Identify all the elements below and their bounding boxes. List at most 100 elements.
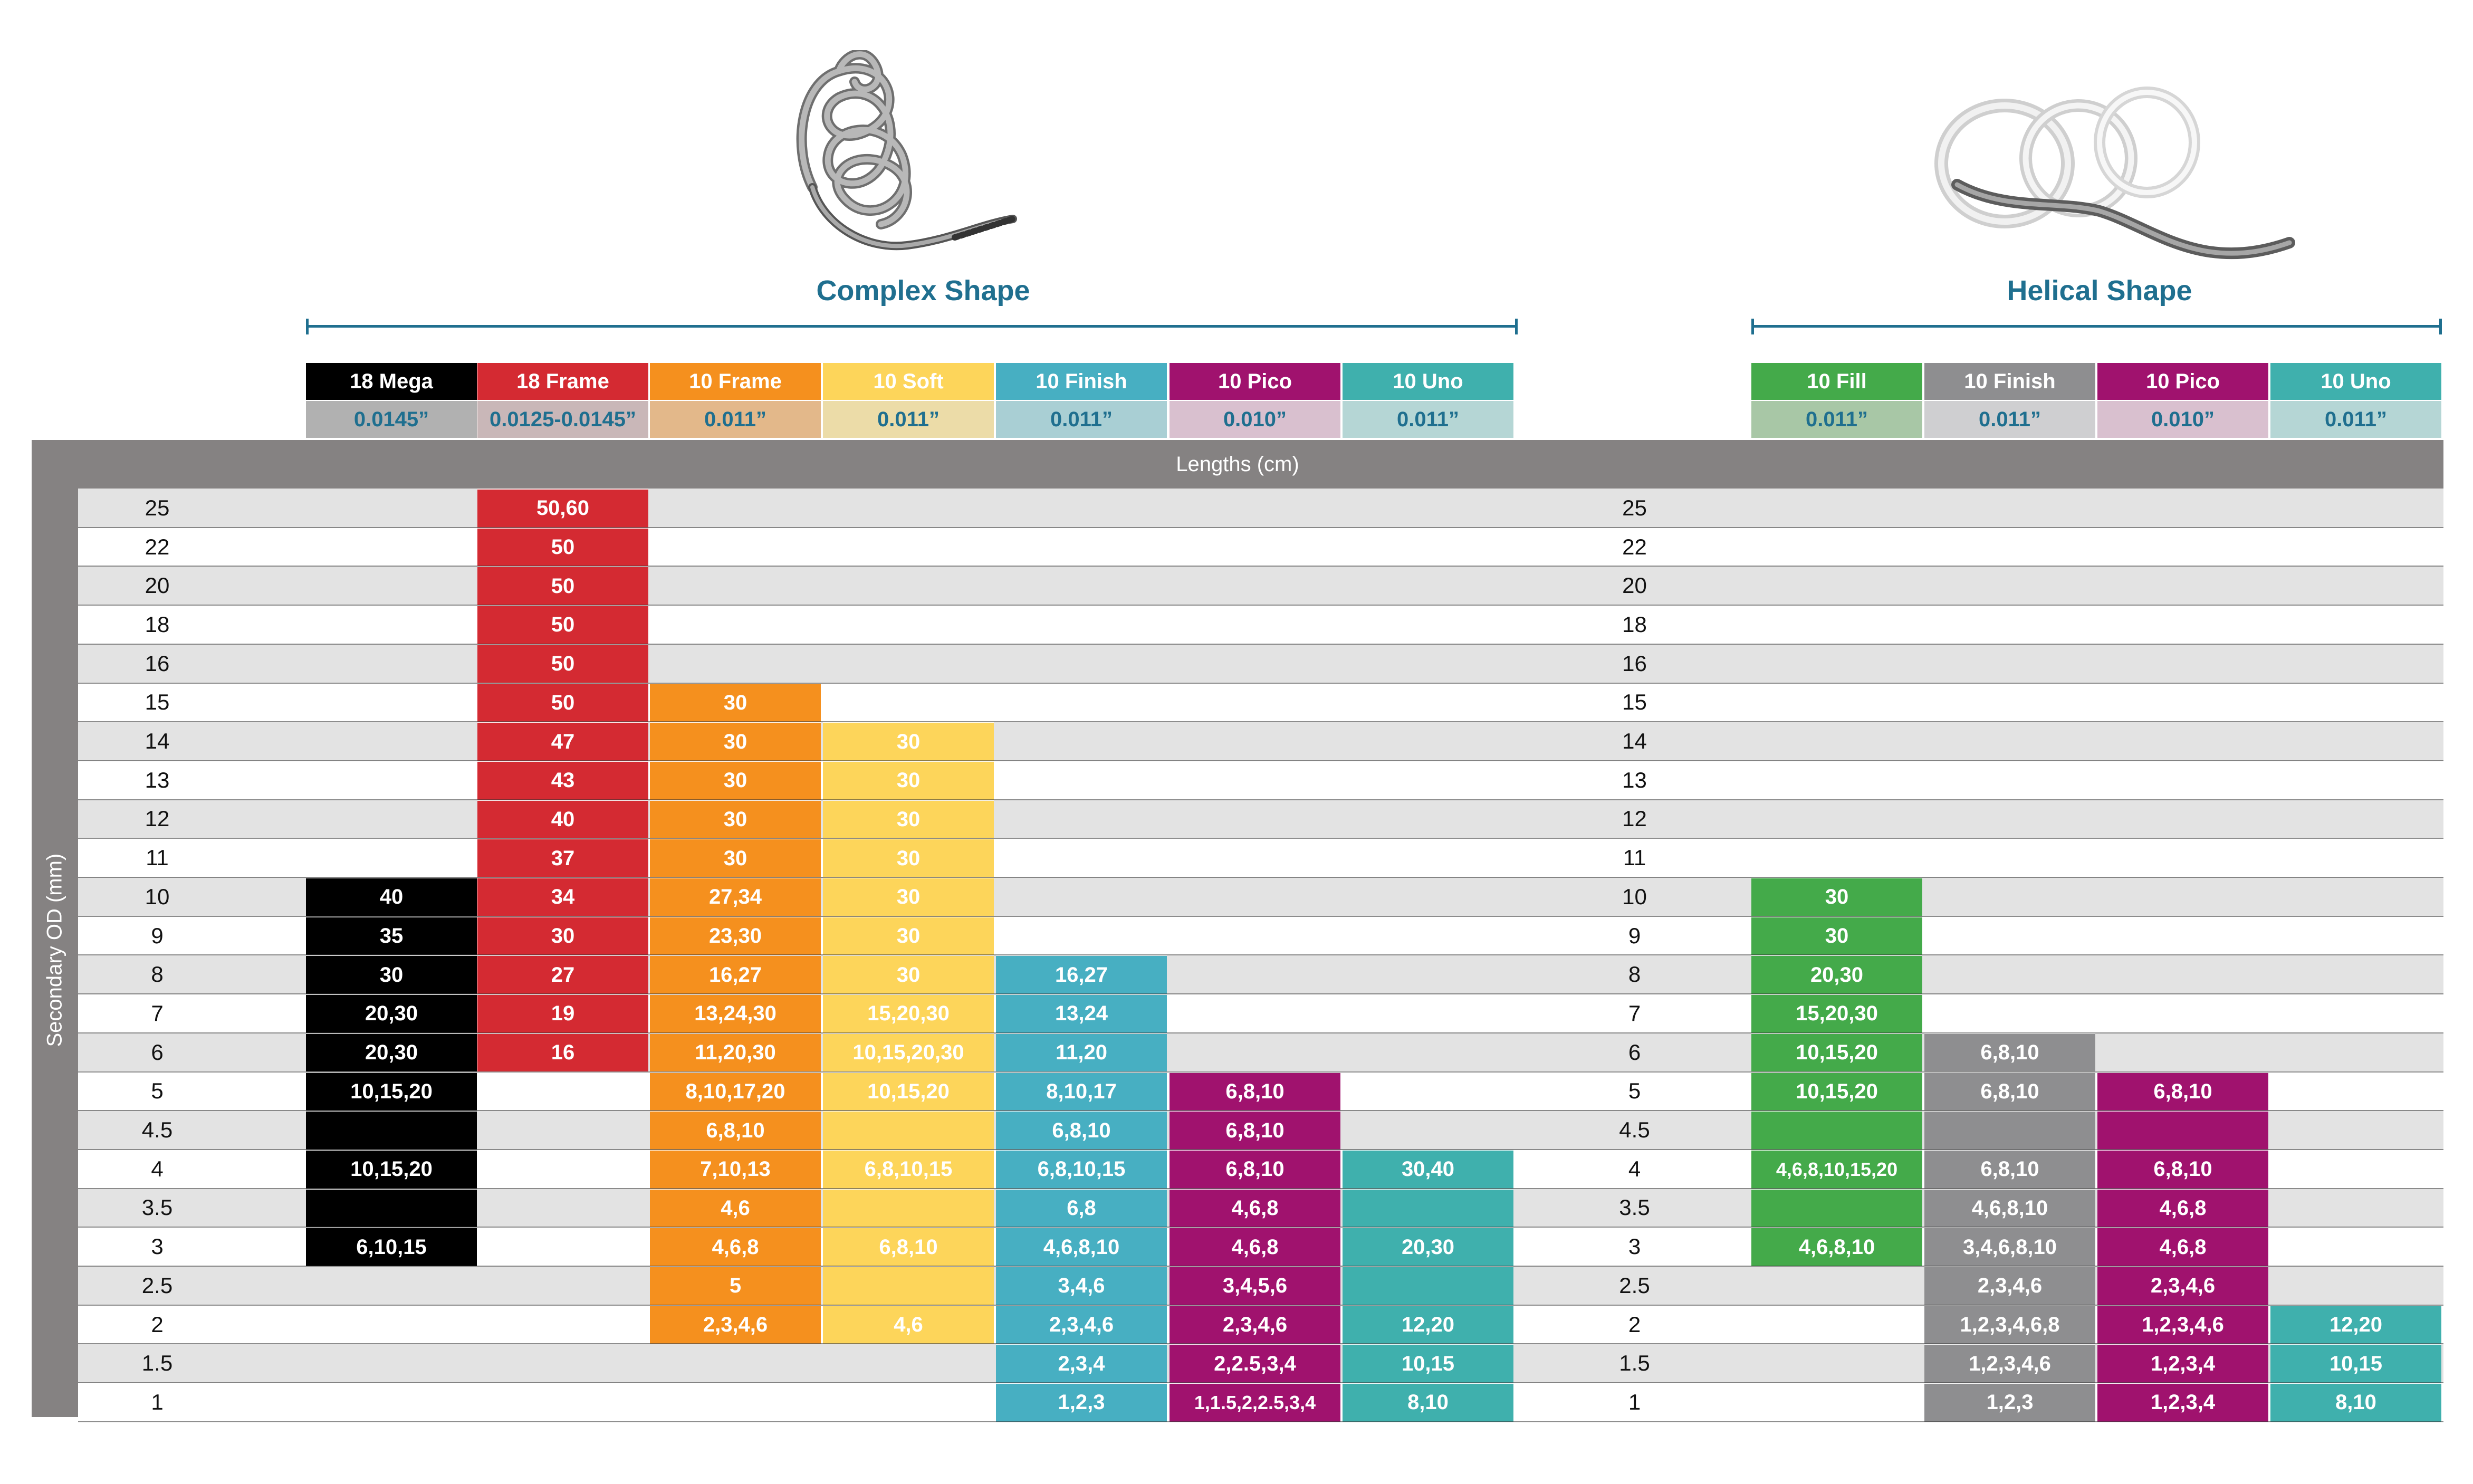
- length-cell: 43: [477, 760, 648, 800]
- length-cell: 6,8,10: [1924, 1032, 2095, 1072]
- length-cell: [823, 1266, 994, 1305]
- length-cell: 15,20,30: [823, 994, 994, 1033]
- product-size-10-finish: 0.011”: [996, 401, 1167, 438]
- row-separator: [78, 1421, 2443, 1422]
- od-label-complex: 14: [145, 729, 170, 754]
- row-separator: [78, 721, 2443, 723]
- length-cell: 12,20: [1343, 1305, 1513, 1344]
- length-cell: 19: [477, 994, 648, 1033]
- od-label-complex: 20: [145, 573, 170, 598]
- length-cell: 37: [477, 838, 648, 877]
- od-label-helical: 7: [1628, 1000, 1641, 1026]
- od-label-complex: 4: [151, 1156, 164, 1181]
- product-size-18-frame: 0.0125-0.0145”: [477, 401, 648, 438]
- row-separator: [78, 1343, 2443, 1345]
- bracket-complex-right: [1515, 319, 1518, 334]
- length-cell: 10,15,20: [1751, 1071, 1922, 1111]
- length-cell: 1,2,3,4,6: [2097, 1305, 2268, 1344]
- length-cell: 30: [823, 799, 994, 839]
- od-label-helical: 3: [1628, 1234, 1641, 1259]
- row-separator: [78, 877, 2443, 878]
- row-separator: [78, 682, 2443, 684]
- od-label-helical: 2.5: [1619, 1272, 1650, 1298]
- length-cell: 6,8,10: [2097, 1149, 2268, 1189]
- row-band: [78, 799, 2443, 839]
- length-cell: 6,8,10,15: [823, 1149, 994, 1189]
- length-cell: 3,4,6,8,10: [1924, 1227, 2095, 1266]
- od-label-complex: 16: [145, 650, 170, 676]
- product-size-10-fill: 0.011”: [1751, 401, 1922, 438]
- length-cell: 16,27: [650, 955, 821, 994]
- length-cell: 30: [650, 799, 821, 839]
- od-label-complex: 2.5: [141, 1272, 173, 1298]
- length-cell: 30: [823, 955, 994, 994]
- length-cell: 30: [650, 722, 821, 761]
- product-name-10-pico: 10 Pico: [2097, 363, 2268, 400]
- od-label-helical: 25: [1622, 495, 1647, 520]
- complex-coil-illustration: [796, 50, 1017, 251]
- od-label-helical: 3.5: [1619, 1195, 1650, 1220]
- length-cell: 2,3,4,6: [1924, 1266, 2095, 1305]
- od-label-helical: 16: [1622, 650, 1647, 676]
- row-separator: [78, 1110, 2443, 1112]
- od-label-complex: 1: [151, 1389, 164, 1414]
- length-cell: 4,6,8: [2097, 1188, 2268, 1228]
- length-cell: [306, 1110, 477, 1150]
- bracket-complex: [306, 325, 1518, 328]
- od-label-complex: 6: [151, 1039, 164, 1065]
- length-cell: 4,6,8: [650, 1227, 821, 1266]
- length-cell: 30: [823, 760, 994, 800]
- product-size-10-uno: 0.011”: [1343, 401, 1513, 438]
- length-cell: 20,30: [1343, 1227, 1513, 1266]
- od-label-helical: 9: [1628, 923, 1641, 948]
- length-cell: 2,3,4: [996, 1344, 1167, 1383]
- length-cell: 47: [477, 722, 648, 761]
- od-label-complex: 8: [151, 962, 164, 987]
- row-separator: [78, 1266, 2443, 1267]
- length-cell: 8,10: [1343, 1383, 1513, 1422]
- length-cell: 30: [1751, 877, 1922, 916]
- length-cell: 4,6,8,10: [996, 1227, 1167, 1266]
- helical-coil-illustration: [1934, 87, 2295, 260]
- row-separator: [78, 1304, 2443, 1306]
- length-cell: 50,60: [477, 489, 648, 528]
- length-cell: 6,8,10: [2097, 1071, 2268, 1111]
- product-name-10-finish: 10 Finish: [996, 363, 1167, 400]
- length-cell: 23,30: [650, 916, 821, 955]
- length-cell: 4,6: [650, 1188, 821, 1228]
- od-label-complex: 2: [151, 1311, 164, 1337]
- length-cell: 3,4,5,6: [1170, 1266, 1340, 1305]
- length-cell: 27,34: [650, 877, 821, 916]
- od-label-complex: 10: [145, 884, 170, 909]
- row-separator: [78, 799, 2443, 800]
- length-cell: 20,30: [306, 994, 477, 1033]
- od-label-complex: 5: [151, 1078, 164, 1104]
- length-cell: 6,8,10: [996, 1110, 1167, 1150]
- length-cell: 30: [823, 916, 994, 955]
- length-cell: 11,20: [996, 1032, 1167, 1072]
- row-band: [78, 566, 2443, 606]
- length-cell: [306, 1188, 477, 1228]
- product-size-10-pico: 0.010”: [2097, 401, 2268, 438]
- od-label-complex: 3: [151, 1234, 164, 1259]
- length-cell: 1,2,3,4: [2097, 1383, 2268, 1422]
- section-title-helical: Helical Shape: [2007, 275, 2192, 307]
- length-cell: 1,2,3: [996, 1383, 1167, 1422]
- length-cell: [823, 1188, 994, 1228]
- lengths-header-bar: [32, 440, 2443, 489]
- od-label-helical: 10: [1622, 884, 1647, 909]
- bracket-helical-left: [1751, 319, 1754, 334]
- length-cell: 34: [477, 877, 648, 916]
- length-cell: 11,20,30: [650, 1032, 821, 1072]
- product-name-10-uno: 10 Uno: [2270, 363, 2441, 400]
- length-cell: 6,8,10: [1924, 1149, 2095, 1189]
- length-cell: 10,15,20: [823, 1071, 994, 1111]
- od-label-helical: 22: [1622, 534, 1647, 559]
- length-cell: 30: [306, 955, 477, 994]
- length-cell: 13,24,30: [650, 994, 821, 1033]
- bracket-helical-right: [2439, 319, 2442, 334]
- length-cell: 40: [306, 877, 477, 916]
- length-cell: 30: [823, 877, 994, 916]
- row-separator: [78, 566, 2443, 567]
- od-label-helical: 4.5: [1619, 1117, 1650, 1143]
